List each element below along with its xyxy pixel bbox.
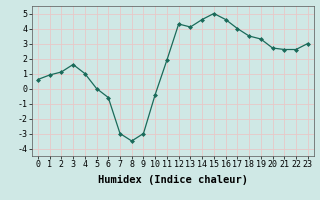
X-axis label: Humidex (Indice chaleur): Humidex (Indice chaleur) <box>98 175 248 185</box>
